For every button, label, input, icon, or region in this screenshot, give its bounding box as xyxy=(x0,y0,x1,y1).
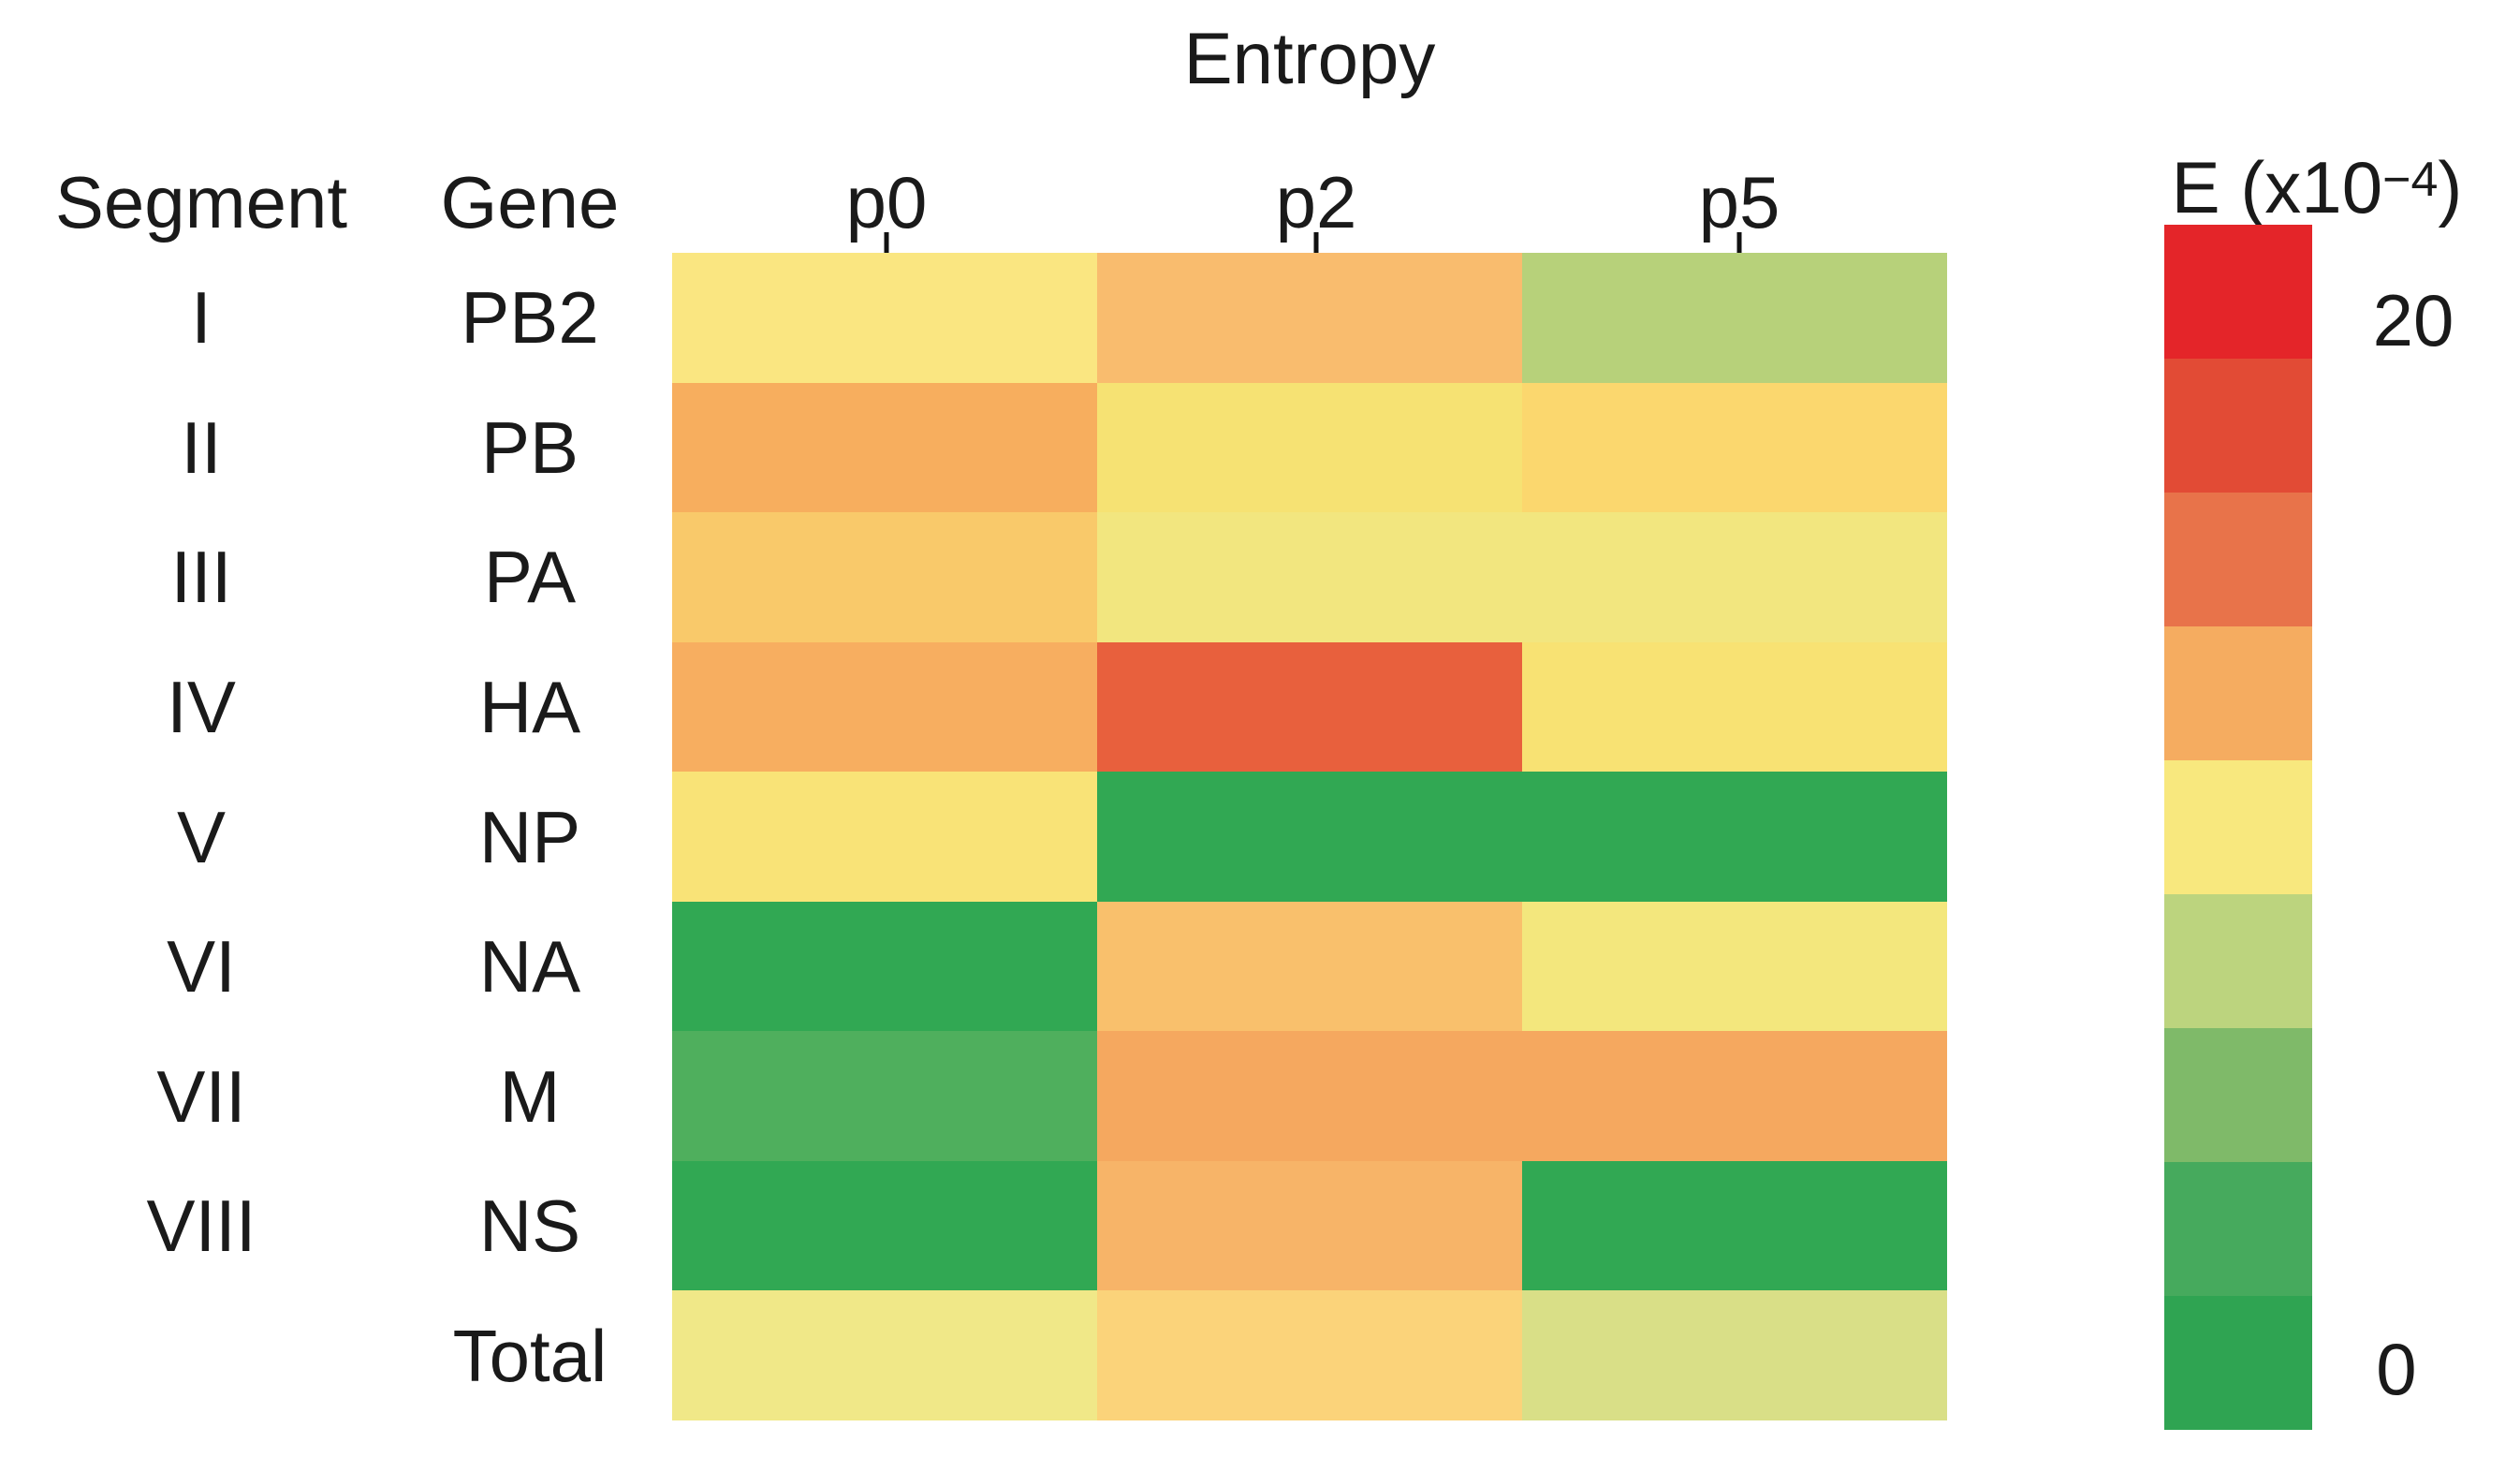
heatmap-cell-NA-p2 xyxy=(1097,901,1522,1032)
heatmap-cell-NS-p2 xyxy=(1097,1160,1522,1291)
heatmap-cell-HA-p0 xyxy=(672,641,1097,773)
row-label-gene-NS: NS xyxy=(478,1185,581,1268)
legend-title-exponent: −4 xyxy=(2382,153,2439,207)
row-label-segment-I: I xyxy=(191,276,212,360)
heatmap-cell-NP-p0 xyxy=(672,772,1097,902)
heatmap-cell-PA-p2 xyxy=(1097,512,1522,642)
legend-colorbar xyxy=(2164,225,2312,1430)
row-label-segment-II: II xyxy=(181,405,222,489)
legend-title: E (x10−4) xyxy=(2172,151,2463,224)
legend-band-7 xyxy=(2164,1162,2312,1296)
row-label-gene-M: M xyxy=(499,1054,561,1138)
heatmap-cell-M-p2 xyxy=(1097,1031,1522,1161)
column-header-p0: p0 xyxy=(845,161,928,243)
legend-band-1 xyxy=(2164,359,2312,493)
heatmap-cell-NS-p0 xyxy=(672,1160,1097,1291)
row-label-gene-NP: NP xyxy=(478,795,581,878)
legend-band-3 xyxy=(2164,626,2312,760)
legend-band-2 xyxy=(2164,493,2312,626)
column-header-p2: p2 xyxy=(1275,161,1357,243)
row-label-gene-NA: NA xyxy=(478,925,581,1008)
legend-band-0 xyxy=(2164,225,2312,359)
heatmap-cell-PB-p0 xyxy=(672,382,1097,513)
legend-band-6 xyxy=(2164,1028,2312,1162)
legend-title-base: E (x10 xyxy=(2171,146,2383,228)
heatmap-cell-Total-p0 xyxy=(672,1290,1097,1420)
heatmap-cell-PA-p5 xyxy=(1522,512,1947,642)
heatmap-cell-NS-p5 xyxy=(1522,1160,1947,1291)
legend-band-4 xyxy=(2164,760,2312,894)
heatmap-cell-NA-p5 xyxy=(1522,901,1947,1032)
heatmap-cell-PA-p0 xyxy=(672,512,1097,642)
legend-max-label: 20 xyxy=(2372,279,2454,361)
heatmap-cell-NA-p0 xyxy=(672,901,1097,1032)
row-label-segment-VI: VI xyxy=(167,925,236,1008)
row-label-gene-PB: PB xyxy=(480,405,579,489)
heatmap-cell-M-p0 xyxy=(672,1031,1097,1161)
axis-tick-p2 xyxy=(1313,232,1319,253)
legend-band-5 xyxy=(2164,894,2312,1028)
heatmap-cell-NP-p2 xyxy=(1097,772,1522,902)
row-label-gene-PA: PA xyxy=(483,536,577,619)
heatmap-cell-Total-p2 xyxy=(1097,1290,1522,1420)
column-header-gene: Gene xyxy=(440,161,620,243)
heatmap-cell-PB-p5 xyxy=(1522,382,1947,513)
heatmap-cell-PB2-p2 xyxy=(1097,253,1522,383)
column-header-p5: p5 xyxy=(1698,161,1780,243)
chart-title: Entropy xyxy=(1183,17,1436,99)
legend-title-close: ) xyxy=(2438,146,2463,228)
row-label-segment-V: V xyxy=(176,795,227,878)
heatmap-cell-HA-p2 xyxy=(1097,641,1522,773)
heatmap-cell-PB2-p0 xyxy=(672,253,1097,383)
row-label-gene-PB2: PB2 xyxy=(461,276,599,360)
row-label-gene-Total: Total xyxy=(452,1314,608,1397)
legend-min-label: 0 xyxy=(2376,1328,2417,1410)
heatmap-cell-PB-p2 xyxy=(1097,382,1522,513)
heatmap-cell-NP-p5 xyxy=(1522,772,1947,902)
heatmap-grid xyxy=(672,253,1947,1420)
heatmap-cell-Total-p5 xyxy=(1522,1290,1947,1420)
row-label-segment-VII: VII xyxy=(156,1054,246,1138)
row-label-segment-VIII: VIII xyxy=(146,1185,256,1268)
heatmap-cell-PB2-p5 xyxy=(1522,253,1947,383)
row-label-segment-III: III xyxy=(170,536,232,619)
column-header-segment: Segment xyxy=(54,161,348,243)
heatmap-cell-HA-p5 xyxy=(1522,641,1947,773)
legend-band-8 xyxy=(2164,1296,2312,1430)
heatmap-cell-M-p5 xyxy=(1522,1031,1947,1161)
row-label-segment-IV: IV xyxy=(167,665,236,748)
row-label-gene-HA: HA xyxy=(478,665,581,748)
axis-tick-p0 xyxy=(884,232,889,253)
axis-tick-p5 xyxy=(1736,232,1742,253)
